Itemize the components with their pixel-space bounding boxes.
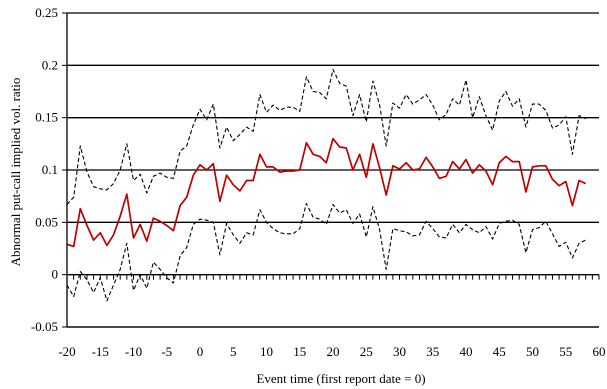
grid-lines [67,12,599,328]
x-tick-labels: -20 -15 -10 -5 0 5 10 15 20 25 30 35 40 45 50 55 60 [58,344,605,359]
x-tick-label: 10 [260,344,273,359]
x-tick-label: 5 [230,344,237,359]
x-tick-label: -5 [161,344,172,359]
x-tick-label: 35 [426,344,439,359]
y-tick-label: 0.15 [35,110,58,125]
x-tick-label: -15 [92,344,109,359]
y-tick-label: 0.25 [35,5,58,20]
x-axis-title: Event time (first report date = 0) [256,371,425,386]
y-tick-label: 0.05 [35,214,58,229]
x-tick-label: 60 [593,344,606,359]
x-tick-label: 15 [293,344,306,359]
confidence-band-line [66,68,586,205]
y-tick-label: 0.1 [42,162,58,177]
y-tick-label: 0.2 [42,57,58,72]
y-tick-label: 0 [52,267,59,282]
axes [62,12,600,328]
series-layer [66,68,587,302]
x-tick-label: 45 [493,344,506,359]
x-tick-label: 20 [327,344,340,359]
x-tick-label: -10 [125,344,142,359]
x-tick-label: -20 [58,344,75,359]
y-tick-labels: -0.05 0 0.05 0.1 0.15 0.2 0.25 [31,5,58,334]
x-tick-label: 25 [360,344,373,359]
x-tick-label: 55 [559,344,572,359]
y-axis-title: Abnormal put-call implied vol. ratio [8,78,23,267]
x-tick-label: 50 [526,344,539,359]
x-tick-label: 0 [197,344,204,359]
confidence-band-line [66,202,586,302]
mean-series-line [66,137,587,248]
y-tick-label: -0.05 [31,319,58,334]
x-tick-label: 40 [460,344,473,359]
x-tick-label: 30 [393,344,406,359]
